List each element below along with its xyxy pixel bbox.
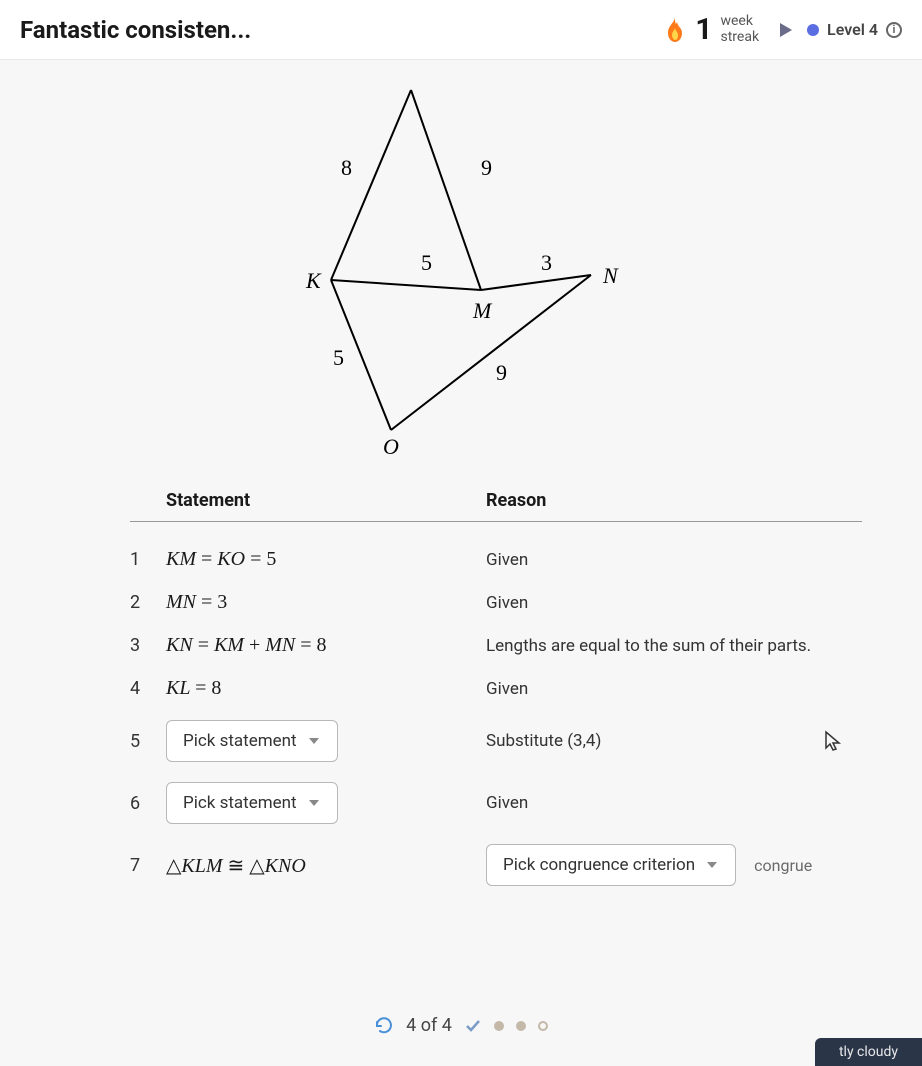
reason-4: Given: [486, 679, 862, 699]
page-title: Fantastic consisten...: [20, 16, 643, 44]
trailing-text: congrue: [754, 856, 812, 875]
svg-text:5: 5: [421, 250, 432, 275]
proof-row: 7 △KLM ≅ △KNO Pick congruence criterion …: [130, 834, 862, 896]
progress-text: 4 of 4: [406, 1015, 452, 1036]
taskbar-weather: tly cloudy: [815, 1038, 922, 1066]
proof-row: 5 Pick statement Substitute (3,4): [130, 710, 862, 772]
reason-1: Given: [486, 550, 862, 570]
statement-header: Statement: [166, 490, 486, 511]
play-icon: [779, 22, 793, 38]
svg-text:8: 8: [341, 155, 352, 180]
level-label: Level 4: [827, 20, 878, 39]
statement-picker[interactable]: Pick statement: [166, 720, 338, 762]
chevron-down-icon: [307, 734, 321, 748]
reason-header: Reason: [486, 490, 862, 511]
check-icon: [464, 1017, 482, 1035]
flame-icon: [663, 16, 687, 44]
svg-text:9: 9: [481, 155, 492, 180]
svg-text:5: 5: [333, 345, 344, 370]
streak-label: week streak: [720, 14, 759, 45]
progress-dot: [494, 1021, 504, 1031]
level-dot: [807, 24, 819, 36]
header-bar: Fantastic consisten... 1 week streak Lev…: [0, 0, 922, 60]
streak-indicator: 1 week streak: [663, 12, 759, 47]
svg-text:N: N: [602, 263, 619, 288]
geometry-diagram: 8 9 5 3 5 9 K M N O: [251, 80, 671, 460]
reason-6: Given: [486, 793, 528, 813]
proof-row: 2 MN = 3 Given: [130, 581, 862, 624]
proof-row: 3 KN = KM + MN = 8 Lengths are equal to …: [130, 624, 862, 667]
svg-text:9: 9: [496, 360, 507, 385]
statement-4: KL = 8: [166, 677, 221, 699]
reason-3: Lengths are equal to the sum of their pa…: [486, 636, 862, 656]
svg-text:K: K: [305, 268, 322, 293]
reason-5: Substitute (3,4): [486, 731, 601, 751]
proof-row: 4 KL = 8 Given: [130, 667, 862, 710]
reason-2: Given: [486, 593, 862, 613]
proof-header-row: Statement Reason: [130, 490, 862, 522]
statement-picker[interactable]: Pick statement: [166, 782, 338, 824]
reload-icon[interactable]: [374, 1016, 394, 1036]
footer-progress: 4 of 4: [0, 1015, 922, 1036]
statement-2: MN = 3: [166, 591, 227, 613]
proof-row: 6 Pick statement Given: [130, 772, 862, 834]
proof-table: Statement Reason 1 KM = KO = 5 Given 2 M…: [30, 490, 892, 896]
progress-dot: [516, 1021, 526, 1031]
svg-text:3: 3: [541, 250, 552, 275]
chevron-down-icon: [705, 858, 719, 872]
svg-text:M: M: [472, 298, 493, 323]
diagram-container: 8 9 5 3 5 9 K M N O: [30, 80, 892, 460]
statement-3: KN = KM + MN = 8: [166, 634, 327, 656]
level-indicator: Level 4 i: [779, 20, 902, 39]
streak-number: 1: [695, 12, 712, 47]
statement-7: △KLM ≅ △KNO: [166, 855, 306, 877]
info-icon[interactable]: i: [886, 22, 902, 38]
content-area: 8 9 5 3 5 9 K M N O Statement Reason 1 KM = KO = …: [0, 60, 922, 896]
cursor-icon: [824, 730, 842, 752]
progress-dot: [538, 1021, 548, 1031]
statement-1: KM = KO = 5: [166, 548, 276, 570]
svg-text:O: O: [383, 434, 399, 459]
chevron-down-icon: [307, 796, 321, 810]
proof-row: 1 KM = KO = 5 Given: [130, 538, 862, 581]
criterion-picker[interactable]: Pick congruence criterion: [486, 844, 736, 886]
